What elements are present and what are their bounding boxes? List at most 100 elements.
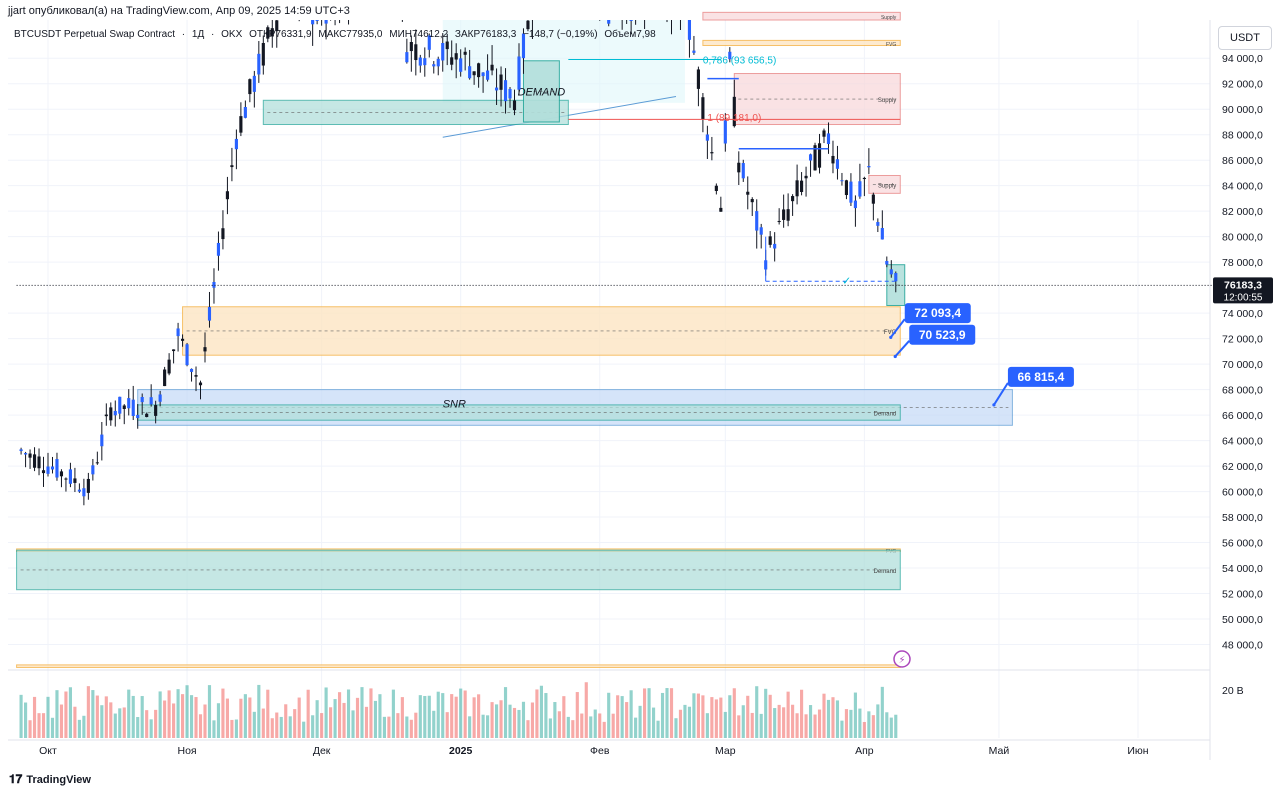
volume-bar [19, 694, 23, 738]
volume-bar [490, 702, 494, 738]
time-tick-label: Июн [1127, 745, 1148, 757]
volume-bar [517, 709, 521, 738]
price-tick-label: 82 000,0 [1222, 206, 1263, 218]
candle-body [472, 71, 476, 76]
candle-body [198, 382, 203, 386]
candle-body [239, 116, 243, 133]
candle-body [212, 281, 216, 288]
candle-body [122, 405, 126, 410]
symbol-interval[interactable]: 1Д [191, 29, 205, 40]
candle-body [176, 328, 180, 337]
price-tick-label: 80 000,0 [1222, 232, 1263, 244]
candle-body [311, 20, 315, 25]
annotation-fib-1: 1 (89 181,0) [707, 113, 761, 124]
candle-body [158, 394, 162, 402]
volume-bar [315, 700, 319, 738]
volume-bar [535, 689, 539, 738]
volume-bar [149, 719, 153, 738]
symbol-name[interactable]: BTCUSDT Perpetual Swap Contract [14, 29, 175, 40]
alert-lightning-icon: ⚡ [893, 650, 911, 668]
tv-logo-icon: 𝟏𝟕 [9, 772, 23, 786]
candle-body [687, 20, 692, 40]
volume-bar [647, 688, 651, 738]
label-box-target-3 [1007, 366, 1074, 387]
tradingview-logo[interactable]: 𝟏𝟕 TradingView [9, 772, 91, 786]
volume-bar [705, 713, 709, 738]
candle-body [701, 97, 705, 120]
symbol-legend[interactable]: BTCUSDT Perpetual Swap Contract · 1Д · O… [14, 29, 656, 40]
volume-bar [589, 716, 593, 738]
volume-bar [154, 709, 158, 738]
volume-bar [629, 690, 633, 738]
label-text-target-1: 72 093,4 [914, 306, 961, 320]
candle-body [800, 180, 804, 192]
candle-body [512, 100, 517, 111]
candle-body [261, 42, 265, 66]
candle-body [216, 242, 221, 256]
candle-body [885, 260, 889, 265]
volume-bar [32, 696, 37, 738]
candle-body [835, 159, 840, 169]
time-tick-label: Май [989, 745, 1010, 757]
volume-bar [158, 691, 162, 738]
volume-bar [782, 707, 786, 738]
volume-bar [176, 689, 180, 738]
candle-body [270, 28, 274, 37]
zone-label-supply-small: Supply [878, 183, 896, 189]
zone-supply-small [868, 174, 901, 194]
candle-body [95, 462, 99, 464]
currency-unit-button[interactable]: USDT [1218, 26, 1272, 50]
candle-body [118, 396, 122, 414]
candle-body [782, 209, 786, 220]
check-icon: ✓ [842, 275, 851, 287]
volume-bar [261, 708, 265, 738]
volume-bar [225, 698, 229, 738]
volume-bar [876, 704, 880, 738]
volume-bar [230, 719, 234, 738]
volume-bar [369, 688, 373, 738]
volume-bar [665, 688, 669, 738]
candle-body [813, 145, 817, 171]
volume-bar [391, 689, 395, 738]
candle-body [777, 220, 781, 223]
volume-bar [791, 704, 795, 738]
price-tick-label: 84 000,0 [1222, 181, 1263, 193]
volume-bar [189, 695, 194, 738]
volume-bar [414, 712, 418, 738]
volume-bar [382, 716, 386, 738]
candle-body [880, 228, 884, 240]
candle-body [450, 57, 454, 65]
candle-body [86, 478, 90, 493]
volume-bar [37, 713, 41, 738]
candle-body [840, 180, 844, 182]
candle-body [418, 57, 422, 66]
volume-bar [172, 703, 176, 738]
volume-bar [669, 688, 674, 738]
candle-body [463, 51, 467, 55]
candle-body [37, 456, 41, 469]
candle-body [459, 58, 463, 72]
volume-bar [750, 712, 754, 738]
volume-bar [634, 717, 638, 738]
volume-bar [221, 688, 225, 738]
volume-bar [163, 700, 167, 738]
candle-body [844, 180, 849, 196]
price-tick-label: 68 000,0 [1222, 385, 1263, 397]
candle-body [795, 180, 799, 197]
volume-bar [207, 685, 212, 738]
label-dot-target-2 [893, 354, 897, 359]
time-tick-label: Мар [715, 745, 736, 757]
candle-body [230, 165, 234, 168]
price-tick-label: 58 000,0 [1222, 512, 1263, 524]
candle-body [441, 43, 445, 61]
volume-bar [423, 695, 427, 738]
candle-body [746, 191, 750, 195]
volume-bar [450, 694, 454, 738]
volume-bar [773, 708, 777, 738]
volume-tick-label: 20 B [1222, 685, 1244, 697]
candle-body [64, 478, 68, 480]
volume-bar [342, 702, 346, 738]
candle-body [73, 478, 77, 483]
volume-bar [472, 697, 476, 738]
